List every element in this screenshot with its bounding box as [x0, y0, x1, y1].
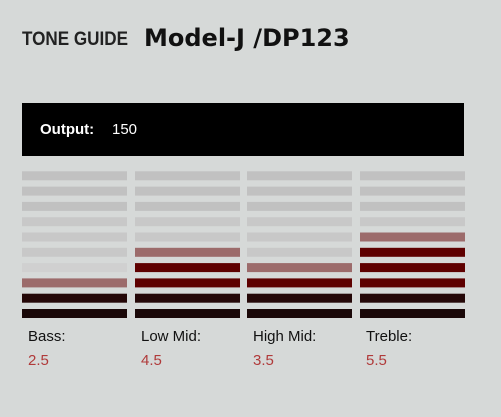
meter-segment [247, 232, 352, 242]
meter-segment [360, 201, 465, 211]
meter [247, 171, 352, 318]
meter-segment [135, 309, 240, 318]
model-name: Model-J /DP123 [144, 24, 350, 52]
band-label: High Mid: [253, 328, 316, 345]
meter-segment [135, 171, 240, 181]
meter-segment [247, 278, 352, 288]
meter-segment [360, 232, 465, 242]
title: TONE GUIDE [22, 29, 128, 50]
band-value: 2.5 [28, 352, 49, 369]
meter-segment [22, 171, 127, 181]
meter-segment [22, 201, 127, 211]
meter-segment [360, 217, 465, 227]
meter-segment [135, 263, 240, 273]
meter-segment [135, 217, 240, 227]
meter-segment [360, 278, 465, 288]
meter-segment [360, 263, 465, 273]
meter-segment [22, 186, 127, 196]
meter-segment [247, 309, 352, 318]
output-label: Output: [40, 121, 94, 138]
meter-segment [22, 278, 127, 288]
meter-segment [247, 201, 352, 211]
meter-segment [22, 309, 127, 318]
meter-segment [360, 171, 465, 181]
meter-segment [360, 293, 465, 303]
meter-segment [135, 232, 240, 242]
output-box [22, 103, 464, 156]
band-label: Low Mid: [141, 328, 201, 345]
meter-segment [247, 263, 352, 273]
meter-segment [360, 186, 465, 196]
meter-segment [360, 247, 465, 257]
meter-segment [22, 293, 127, 303]
meter-segment [22, 263, 127, 273]
meter-segment [247, 186, 352, 196]
meter-segment [22, 217, 127, 227]
meter-segment [247, 247, 352, 257]
meter-segment [135, 247, 240, 257]
meter-segment [135, 293, 240, 303]
band-value: 5.5 [366, 352, 387, 369]
meter-segment [135, 278, 240, 288]
meter [135, 171, 240, 318]
band-label: Bass: [28, 328, 66, 345]
meter-segment [360, 309, 465, 318]
band-value: 4.5 [141, 352, 162, 369]
meter-segment [22, 247, 127, 257]
meter [22, 171, 127, 318]
meter-segment [135, 201, 240, 211]
meter [360, 171, 465, 318]
meter-segment [22, 232, 127, 242]
meter-segment [135, 186, 240, 196]
meter-segment [247, 171, 352, 181]
band-label: Treble: [366, 328, 412, 345]
meter-segment [247, 217, 352, 227]
band-value: 3.5 [253, 352, 274, 369]
meter-segment [247, 293, 352, 303]
output-value: 150 [112, 121, 137, 138]
